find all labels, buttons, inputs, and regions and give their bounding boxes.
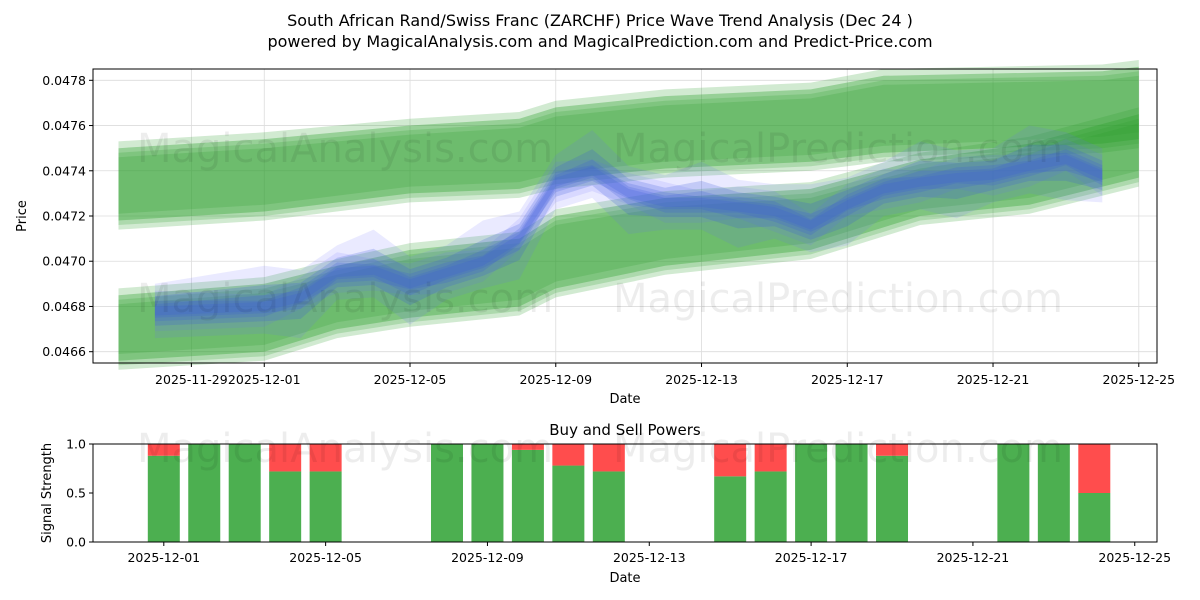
- buy-bar: [795, 444, 828, 542]
- buy-bar: [592, 471, 625, 542]
- price-wave-band-2: [154, 139, 1103, 332]
- signal-x-tick-label: 2025-12-09: [451, 550, 524, 565]
- price-wave-band-6: [154, 154, 1103, 316]
- price-y-ticks: 0.0466 0.0468 0.0470 0.0472 0.0474 0.0476 0.04…: [42, 73, 93, 359]
- signal-x-tick-label: 2025-12-05: [289, 550, 362, 565]
- sell-bar: [511, 444, 544, 450]
- buy-bar: [835, 444, 868, 542]
- green-band-1-layer-2: [118, 75, 1139, 214]
- buy-bar: [309, 471, 342, 542]
- price-x-tick-label: 2025-11-29: [155, 372, 228, 387]
- buy-bar: [147, 455, 180, 542]
- buy-bar: [511, 449, 544, 542]
- price-x-tick-label: 2025-12-09: [519, 372, 592, 387]
- price-wave-band-4: [154, 149, 1103, 322]
- price-y-tick-label: 0.0472: [42, 209, 86, 224]
- price-chart-panel: MagicalAnalysis.com MagicalPrediction.co…: [15, 60, 1175, 407]
- buy-bar: [876, 455, 909, 542]
- chart-title-line1: South African Rand/Swiss Franc (ZARCHF) …: [287, 11, 913, 30]
- signal-y-axis-label: Signal Strength: [40, 443, 55, 543]
- price-y-tick-label: 0.0478: [42, 73, 86, 88]
- signal-bars: [147, 444, 1111, 542]
- price-x-axis-label: Date: [609, 392, 640, 407]
- price-wave-band-3: [154, 144, 1103, 326]
- signal-x-tick-label: 2025-12-13: [613, 550, 686, 565]
- sell-bar: [147, 444, 180, 456]
- sell-bar: [592, 444, 625, 472]
- price-x-tick-label: 2025-12-17: [811, 372, 884, 387]
- price-bands: [118, 60, 1139, 370]
- buy-bar: [269, 471, 302, 542]
- price-x-ticks: 2025-11-29 2025-12-01 2025-12-05 2025-12-09…: [155, 363, 1175, 387]
- green-band-2-layer-2: [118, 123, 1139, 354]
- signal-x-tick-label: 2025-12-17: [775, 550, 848, 565]
- green-band-2-layer-3: [118, 107, 1139, 370]
- sell-bar: [714, 444, 747, 477]
- green-band-1-layer-1: [118, 66, 1139, 221]
- chart-title-line2: powered by MagicalAnalysis.com and Magic…: [267, 32, 932, 51]
- signal-y-tick-label: 0.0: [66, 535, 86, 550]
- signal-x-tick-label: 2025-12-01: [127, 550, 200, 565]
- price-grid: [93, 69, 1157, 363]
- price-x-tick-label: 2025-12-13: [665, 372, 738, 387]
- green-band-2-layer-4: [118, 118, 1139, 366]
- buy-bar: [188, 444, 221, 542]
- sell-bar: [1078, 444, 1111, 493]
- signal-x-ticks: 2025-12-01 2025-12-05 2025-12-09 2025-12-13…: [127, 542, 1171, 565]
- price-wave-band-5: [154, 152, 1103, 318]
- price-x-tick-label: 2025-12-21: [957, 372, 1030, 387]
- signal-chart-panel: Buy and Sell Powers MagicalAnalysis.com …: [40, 421, 1171, 586]
- buy-bar: [471, 444, 504, 542]
- buy-bar: [1078, 493, 1111, 542]
- watermark-mid-left: MagicalAnalysis.com: [137, 276, 553, 322]
- buy-bar: [430, 444, 463, 542]
- price-y-tick-label: 0.0468: [42, 299, 86, 314]
- watermark-top-right: MagicalPrediction.com: [613, 126, 1063, 172]
- watermark-top-left: MagicalAnalysis.com: [137, 126, 553, 172]
- signal-y-tick-label: 1.0: [66, 437, 86, 452]
- sell-bar: [754, 444, 787, 472]
- price-x-tick-label: 2025-12-01: [228, 372, 301, 387]
- price-wave-band-1: [154, 125, 1103, 339]
- green-band-1-layer-4: [118, 71, 1139, 225]
- signal-y-tick-label: 0.5: [66, 486, 86, 501]
- watermark-mid-right: MagicalPrediction.com: [613, 276, 1063, 322]
- watermark-bottom-left: MagicalAnalysis.com: [137, 426, 553, 472]
- sell-bar: [269, 444, 302, 472]
- signal-y-ticks: 0.0 0.5 1.0: [66, 437, 93, 550]
- price-x-tick-label: 2025-12-05: [374, 372, 447, 387]
- price-y-tick-label: 0.0470: [42, 254, 86, 269]
- signal-x-tick-label: 2025-12-25: [1098, 550, 1171, 565]
- sell-bar: [876, 444, 909, 456]
- sell-bar: [552, 444, 585, 466]
- signal-x-axis-label: Date: [609, 571, 640, 586]
- price-x-tick-label: 2025-12-25: [1102, 372, 1175, 387]
- buy-bar: [997, 444, 1030, 542]
- buy-bar: [714, 476, 747, 542]
- sell-bar: [309, 444, 342, 472]
- price-y-tick-label: 0.0474: [42, 163, 86, 178]
- signal-x-tick-label: 2025-12-21: [937, 550, 1010, 565]
- price-y-tick-label: 0.0466: [42, 344, 86, 359]
- green-band-2-layer-1: [118, 114, 1139, 361]
- price-y-tick-label: 0.0476: [42, 118, 86, 133]
- watermark-bottom-right: MagicalPrediction.com: [613, 426, 1063, 472]
- buy-bar: [552, 465, 585, 542]
- buy-bar: [228, 444, 261, 542]
- buy-bar: [754, 471, 787, 542]
- green-band-1-layer-3: [118, 60, 1139, 230]
- price-y-axis-label: Price: [15, 200, 30, 232]
- signal-chart-title: Buy and Sell Powers: [549, 421, 701, 439]
- buy-bar: [1037, 444, 1070, 542]
